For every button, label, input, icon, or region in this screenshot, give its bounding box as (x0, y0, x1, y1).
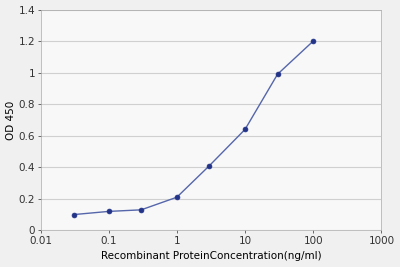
Y-axis label: OD 450: OD 450 (6, 100, 16, 140)
X-axis label: Recombinant ProteinConcentration(ng/ml): Recombinant ProteinConcentration(ng/ml) (101, 252, 321, 261)
